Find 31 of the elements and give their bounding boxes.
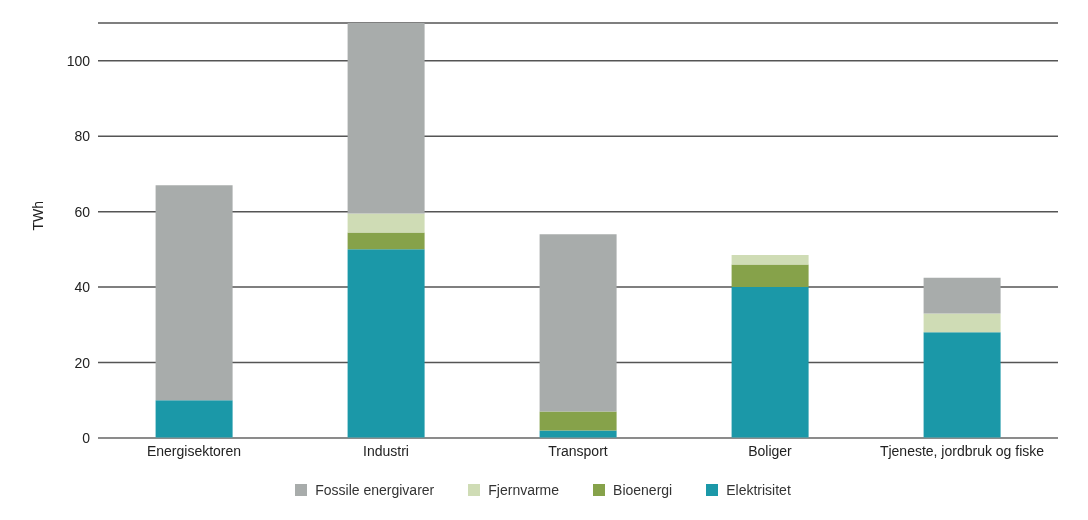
- y-tick-label: 60: [74, 203, 91, 220]
- bar: [923, 277, 1001, 314]
- bar: [731, 287, 809, 438]
- bar: [923, 313, 1001, 333]
- x-tick-label: Industri: [363, 442, 409, 459]
- bar: [539, 234, 617, 412]
- bar: [347, 213, 425, 233]
- bar: [155, 400, 233, 438]
- legend-label: Elektrisitet: [725, 482, 791, 498]
- y-tick-label: 40: [74, 279, 91, 296]
- x-tick-label: Energisektoren: [146, 442, 242, 459]
- bar: [155, 185, 233, 401]
- legend-label: Bioenergi: [612, 482, 673, 498]
- bar: [731, 264, 809, 288]
- x-tick-label: Boliger: [748, 442, 793, 459]
- legend-label: Fossile energivarer: [314, 482, 435, 498]
- x-tick-label: Transport: [548, 442, 608, 459]
- bar: [347, 232, 425, 250]
- bar: [347, 249, 425, 438]
- x-tick-label: Tjeneste, jordbruk og fiske: [879, 442, 1045, 459]
- bar: [347, 23, 425, 214]
- y-axis-title: TWh: [29, 200, 46, 231]
- y-tick-label: 20: [74, 354, 91, 371]
- bar: [923, 332, 1001, 438]
- bar: [539, 411, 617, 431]
- y-tick-label: 80: [74, 128, 91, 145]
- bar: [539, 430, 617, 438]
- legend-label: Fjernvarme: [487, 482, 560, 498]
- y-tick-label: 100: [66, 52, 91, 69]
- bar: [731, 255, 809, 265]
- y-tick-label: 0: [82, 429, 91, 446]
